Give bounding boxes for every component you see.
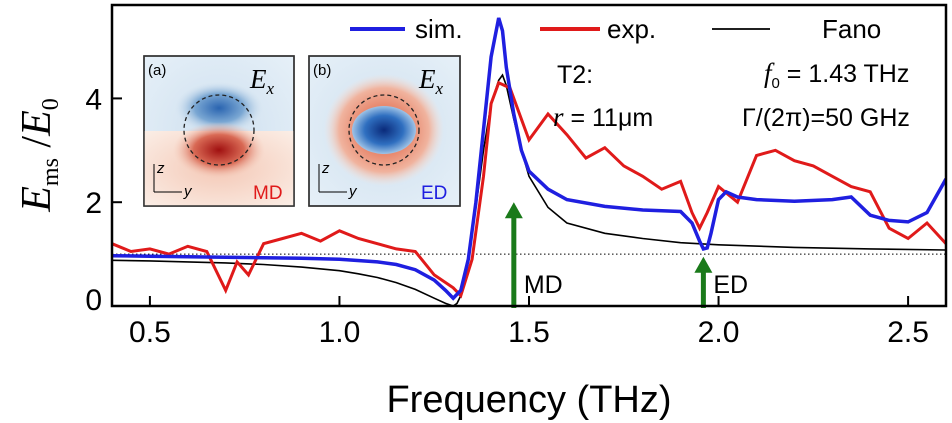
- inset-b-field-label: Ex: [418, 64, 444, 98]
- inset-md-field-map: (a) Ex z y MD: [143, 55, 295, 207]
- x-tick-label: 1.5: [508, 316, 550, 349]
- mode-arrows: [504, 202, 713, 308]
- y-axis-label: Ems /E0: [14, 98, 64, 213]
- x-tick-label: 2.5: [887, 316, 929, 349]
- x-axis-ticks: 0.5 1.0 1.5 2.0 2.5: [129, 296, 929, 349]
- inset-a-z-label: z: [156, 160, 165, 177]
- legend-label-exp: exp.: [607, 14, 656, 44]
- inset-b-z-label: z: [321, 160, 330, 177]
- x-tick-label: 2.0: [698, 316, 740, 349]
- inset-a-mode-label: MD: [253, 183, 283, 204]
- legend: sim. exp. Fano: [350, 14, 881, 44]
- inset-a-red-lobe: [173, 122, 265, 178]
- inset-a-particle-outline: [183, 94, 255, 166]
- arrow-head-md: [504, 202, 523, 219]
- annotation-ed: ED: [713, 271, 748, 299]
- legend-label-sim: sim.: [415, 14, 463, 44]
- inset-a-field-label: Ex: [249, 64, 275, 98]
- inset-a-panel-label: (a): [148, 62, 166, 79]
- x-axis-label: Frequency (THz): [386, 379, 671, 421]
- sample-label: T2:: [557, 61, 593, 89]
- resonance-frequency-label: f0 = 1.43 THz: [764, 58, 909, 92]
- inset-b-panel-label: (b): [313, 62, 331, 79]
- y-axis-ticks: 0 2 4: [85, 83, 122, 317]
- inset-b-mode-label: ED: [421, 183, 447, 204]
- series-line-sim: [112, 17, 946, 301]
- legend-label-fano: Fano: [822, 14, 881, 44]
- x-tick-label: 1.0: [319, 316, 361, 349]
- y-tick-label: 0: [85, 284, 102, 317]
- arrow-head-ed: [694, 256, 713, 273]
- y-tick-label: 4: [85, 83, 102, 116]
- x-tick-label: 0.5: [129, 316, 171, 349]
- annotation-md: MD: [524, 271, 563, 299]
- linewidth-label: Γ/(2π)=50 GHz: [742, 104, 910, 132]
- radius-label: r = 11μm: [553, 102, 653, 132]
- inset-b-blue-core: [352, 106, 416, 154]
- inset-a-blue-lobe: [175, 82, 263, 134]
- inset-b-particle-outline: [348, 94, 420, 166]
- inset-a-y-label: y: [183, 183, 193, 200]
- inset-ed-field-map: (b) Ex z y ED: [308, 55, 461, 207]
- y-tick-label: 2: [85, 187, 102, 220]
- inset-b-y-label: y: [348, 183, 358, 200]
